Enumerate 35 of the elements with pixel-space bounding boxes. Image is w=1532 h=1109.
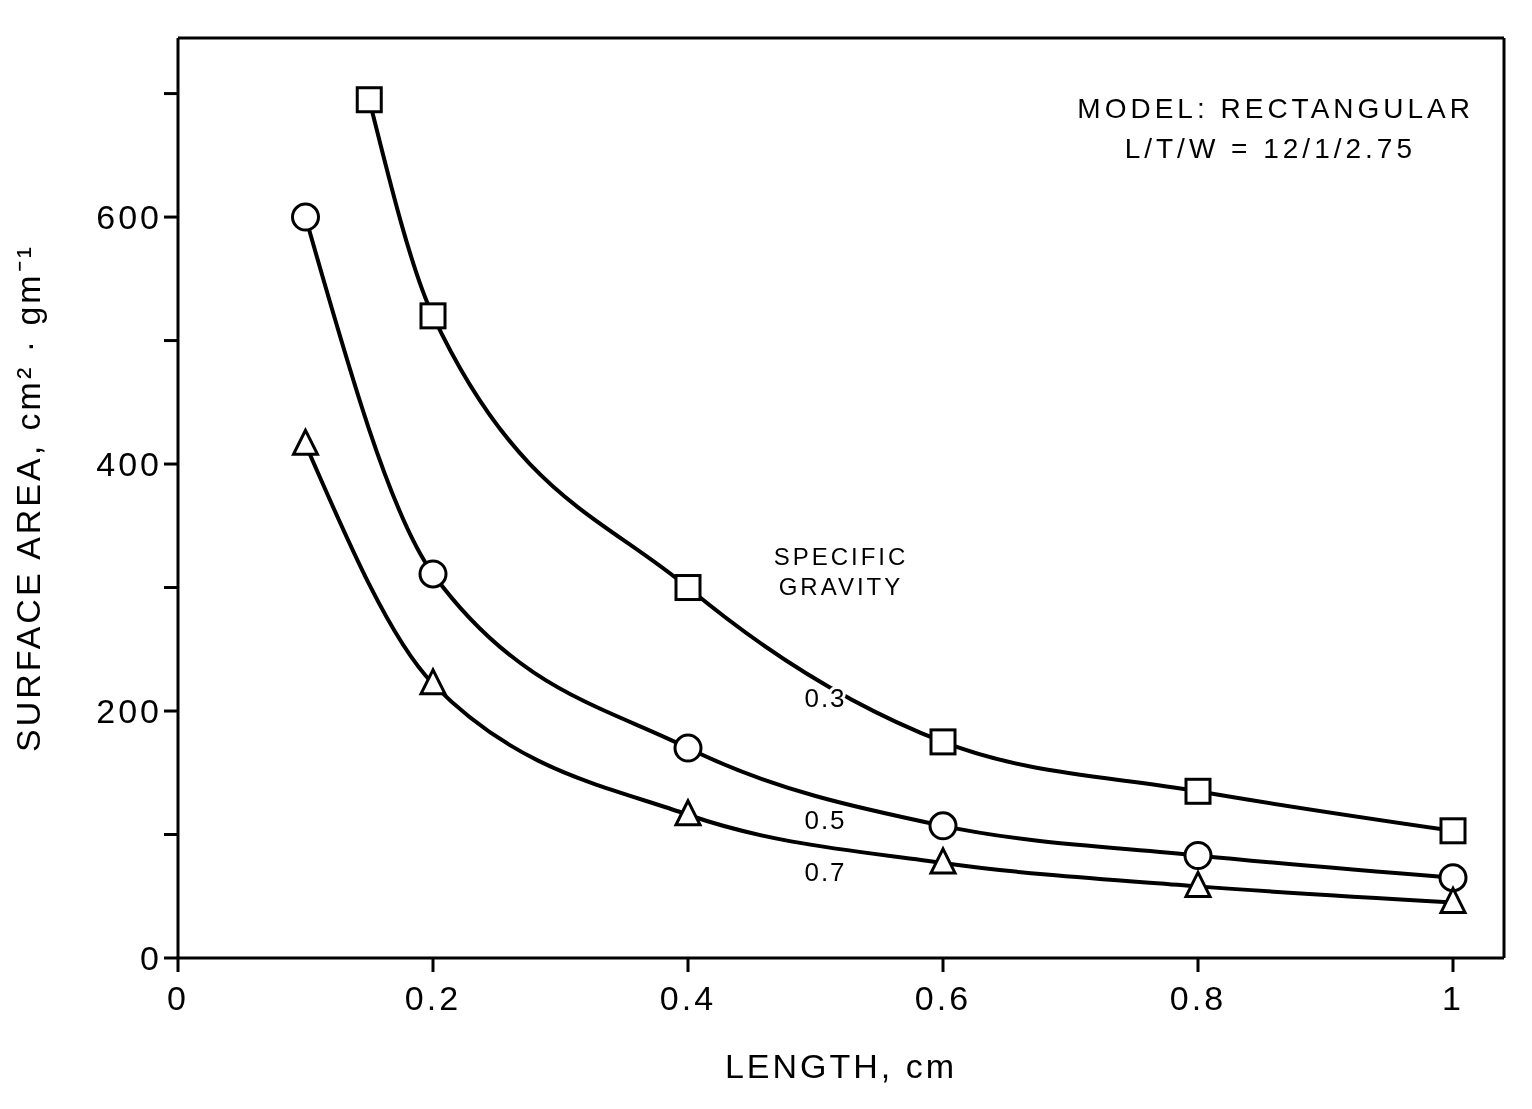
annotation: L/T/W = 12/1/2.75 bbox=[1124, 133, 1416, 164]
y-tick-label: 0 bbox=[140, 939, 162, 978]
annotation: SPECIFIC GRAVITY bbox=[773, 543, 909, 601]
x-tick-label: 0.4 bbox=[659, 979, 717, 1018]
point bbox=[1184, 870, 1212, 898]
point bbox=[673, 733, 703, 763]
point bbox=[674, 574, 702, 602]
point bbox=[1439, 817, 1467, 845]
x-tick-label: 0 bbox=[167, 979, 189, 1018]
point bbox=[929, 847, 957, 875]
y-tick-label: 200 bbox=[96, 692, 162, 731]
point bbox=[674, 799, 702, 827]
point bbox=[1438, 863, 1468, 893]
y-axis-title: SURFACE AREA, cm² · gm⁻¹ bbox=[9, 243, 48, 753]
x-tick-label: 0.6 bbox=[914, 979, 972, 1018]
x-axis-title: LENGTH, cm bbox=[724, 1047, 958, 1085]
point bbox=[418, 559, 448, 589]
y-tick-label: 400 bbox=[96, 445, 162, 484]
series-label: 0.7 bbox=[804, 856, 847, 887]
y-tick-label: 600 bbox=[96, 198, 162, 237]
x-tick-label: 1 bbox=[1442, 979, 1464, 1018]
x-tick-label: 0.2 bbox=[404, 979, 462, 1018]
point bbox=[928, 811, 958, 841]
point bbox=[1184, 777, 1212, 805]
point bbox=[419, 302, 447, 330]
x-tick-label: 0.8 bbox=[1169, 979, 1227, 1018]
annotation: MODEL: RECTANGULAR bbox=[1077, 93, 1474, 124]
point bbox=[355, 86, 383, 114]
point bbox=[1183, 841, 1213, 870]
point bbox=[419, 668, 447, 696]
point bbox=[1439, 886, 1467, 914]
point bbox=[291, 202, 320, 232]
series-label: 0.3 bbox=[804, 682, 847, 713]
series-label: 0.5 bbox=[804, 804, 847, 835]
point bbox=[929, 728, 957, 756]
